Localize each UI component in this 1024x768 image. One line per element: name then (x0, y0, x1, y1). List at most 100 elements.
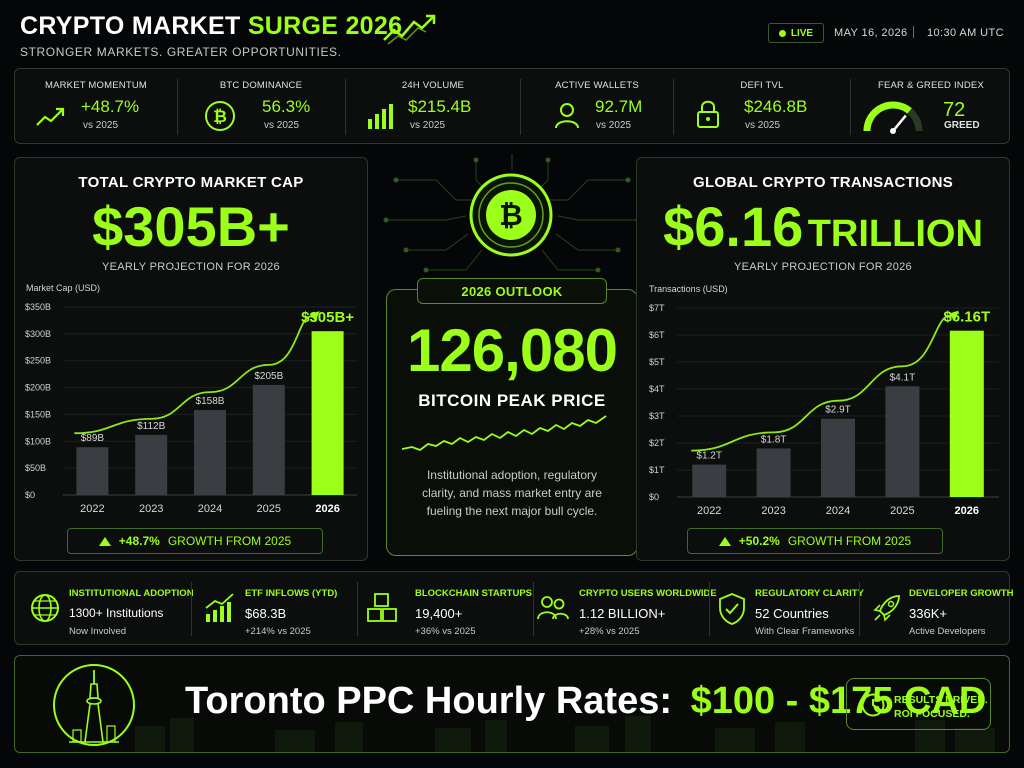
panel-title: GLOBAL CRYPTO TRANSACTIONS (692, 174, 954, 191)
price-sparkline (402, 415, 607, 452)
data-label: $158B (196, 396, 225, 407)
bstat-users: CRYPTO USERS WORLDWIDE 1.12 BILLION+ +28… (535, 572, 717, 644)
bstat-value: 336K+ (909, 606, 947, 621)
bitcoin-icon: ₿ (205, 101, 235, 131)
stat-value: 56.3% (262, 97, 311, 116)
stat-label: BTC DOMINANCE (219, 80, 303, 91)
globe-icon (31, 594, 59, 622)
y-tick-label: $50B (25, 463, 46, 473)
y-tick-label: $5T (649, 357, 665, 367)
live-badge: LIVE (768, 23, 824, 43)
data-label: $89B (81, 433, 105, 444)
x-tick-label: 2023 (139, 503, 163, 515)
outlook-tab: 2026 OUTLOOK (417, 278, 607, 304)
header-divider (913, 26, 914, 38)
stat-sub: vs 2025 (83, 120, 119, 131)
title-part-green: SURGE 2026 (247, 12, 403, 40)
outlook-description: Institutional adoption, regulatory clari… (422, 468, 602, 518)
transactions-value: $6.16 TRILLION (637, 194, 1009, 259)
bar-2022 (692, 464, 727, 497)
y-tick-label: $6T (649, 330, 665, 340)
trend-arrowhead (309, 311, 320, 322)
y-tick-label: $1T (649, 465, 665, 475)
bstat-label: REGULATORY CLARITY (755, 588, 864, 599)
x-tick-label: 2026 (315, 503, 339, 515)
footer-badge: RESULTS DRIVEN. ROI FOCUSED. (846, 678, 991, 730)
bitcoin-peak-value: 126,080 (407, 317, 618, 384)
growth-badge: +48.7% GROWTH FROM 2025 (67, 528, 323, 554)
bottom-stats-strip: INSTITUTIONAL ADOPTION 1300+ Institution… (14, 571, 1014, 645)
y-tick-label: $4T (649, 384, 665, 394)
arrow-up-icon (718, 536, 731, 546)
stat-value: $215.4B (408, 97, 472, 116)
panel-subtitle: YEARLY PROJECTION FOR 2026 (734, 261, 912, 273)
bar-2023 (756, 448, 791, 497)
trend-arrow-icon (383, 14, 436, 45)
clock-icon (861, 693, 885, 717)
bar-2024 (194, 410, 226, 495)
panel-subtitle: YEARLY PROJECTION FOR 2026 (102, 261, 280, 273)
bstat-label: ETF INFLOWS (YTD) (245, 588, 338, 599)
market-cap-panel: TOTAL CRYPTO MARKET CAP $305B+ YEARLY PR… (14, 157, 368, 561)
data-label: $6.16T (943, 309, 990, 326)
bstat-sub: +36% vs 2025 (415, 626, 476, 637)
x-tick-label: 2022 (697, 505, 721, 517)
bar-2025 (885, 386, 920, 497)
live-dot-icon (778, 29, 786, 37)
bar-2022 (76, 447, 109, 495)
bstat-value: 52 Countries (755, 606, 829, 621)
divider (709, 582, 710, 636)
stat-fear-greed: FEAR & GREED INDEX 72 GREED (851, 69, 1011, 145)
stat-24h-volume: 24H VOLUME $215.4B vs 2025 (346, 69, 520, 145)
gauge-icon (863, 101, 923, 134)
y-axis-title: Transactions (USD) (649, 284, 728, 294)
panel-title: TOTAL CRYPTO MARKET CAP (78, 174, 304, 191)
stat-defi-tvl: DEFI TVL $246.8B vs 2025 (674, 69, 850, 145)
stat-sub: GREED (944, 120, 980, 131)
page-title: CRYPTO MARKET SURGE 2026 (20, 12, 402, 41)
divider (859, 582, 860, 636)
bstat-startups: BLOCKCHAIN STARTUPS 19,400+ +36% vs 2025 (365, 572, 532, 644)
badge-line-1: RESULTS DRIVEN. (894, 694, 988, 706)
header-time: 10:30 AM UTC (927, 27, 1004, 39)
y-tick-label: $2T (649, 438, 665, 448)
volume-bars-icon (368, 104, 393, 129)
bstat-value: 1300+ Institutions (69, 606, 164, 620)
y-tick-label: $300B (25, 329, 51, 339)
stat-label: MARKET MOMENTUM (44, 80, 148, 91)
data-label: $1.8T (761, 434, 787, 445)
trend-up-icon (36, 107, 65, 126)
arrow-up-icon (98, 536, 111, 546)
stat-sub: vs 2025 (410, 120, 446, 131)
users-icon (537, 596, 569, 620)
x-tick-label: 2025 (257, 503, 281, 515)
y-tick-label: $350B (25, 302, 51, 312)
divider (673, 79, 674, 135)
stat-sub: vs 2025 (264, 120, 300, 131)
skyline-decoration (135, 716, 995, 752)
stat-market-momentum: MARKET MOMENTUM +48.7% vs 2025 (15, 69, 177, 145)
user-icon (555, 103, 579, 129)
shield-check-icon (719, 593, 745, 625)
x-tick-label: 2023 (761, 505, 785, 517)
stat-sub: vs 2025 (596, 120, 632, 131)
data-label: $1.2T (696, 451, 722, 462)
blocks-icon (367, 593, 397, 622)
growth-value: +50.2% (738, 534, 780, 548)
divider (191, 582, 192, 636)
bar-2025 (252, 384, 285, 495)
bar-2023 (135, 434, 168, 495)
stat-value: 92.7M (595, 97, 643, 116)
trend-curve (691, 315, 954, 452)
bstat-value: 19,400+ (415, 606, 463, 621)
trend-curve (74, 315, 315, 435)
x-tick-label: 2022 (80, 503, 104, 515)
bstat-sub: +28% vs 2025 (579, 626, 640, 637)
bstat-label: BLOCKCHAIN STARTUPS (415, 588, 532, 599)
divider (533, 582, 534, 636)
transactions-chart: $0 $1T $2T $3T $4T $5T $6T $7T $1.2T 2022 $1.8T 202… (649, 303, 999, 517)
y-tick-label: $250B (25, 356, 51, 366)
title-part-white: CRYPTO MARKET (20, 12, 248, 40)
stat-label: FEAR & GREED INDEX (877, 80, 984, 91)
svg-text:₿: ₿ (499, 198, 523, 232)
